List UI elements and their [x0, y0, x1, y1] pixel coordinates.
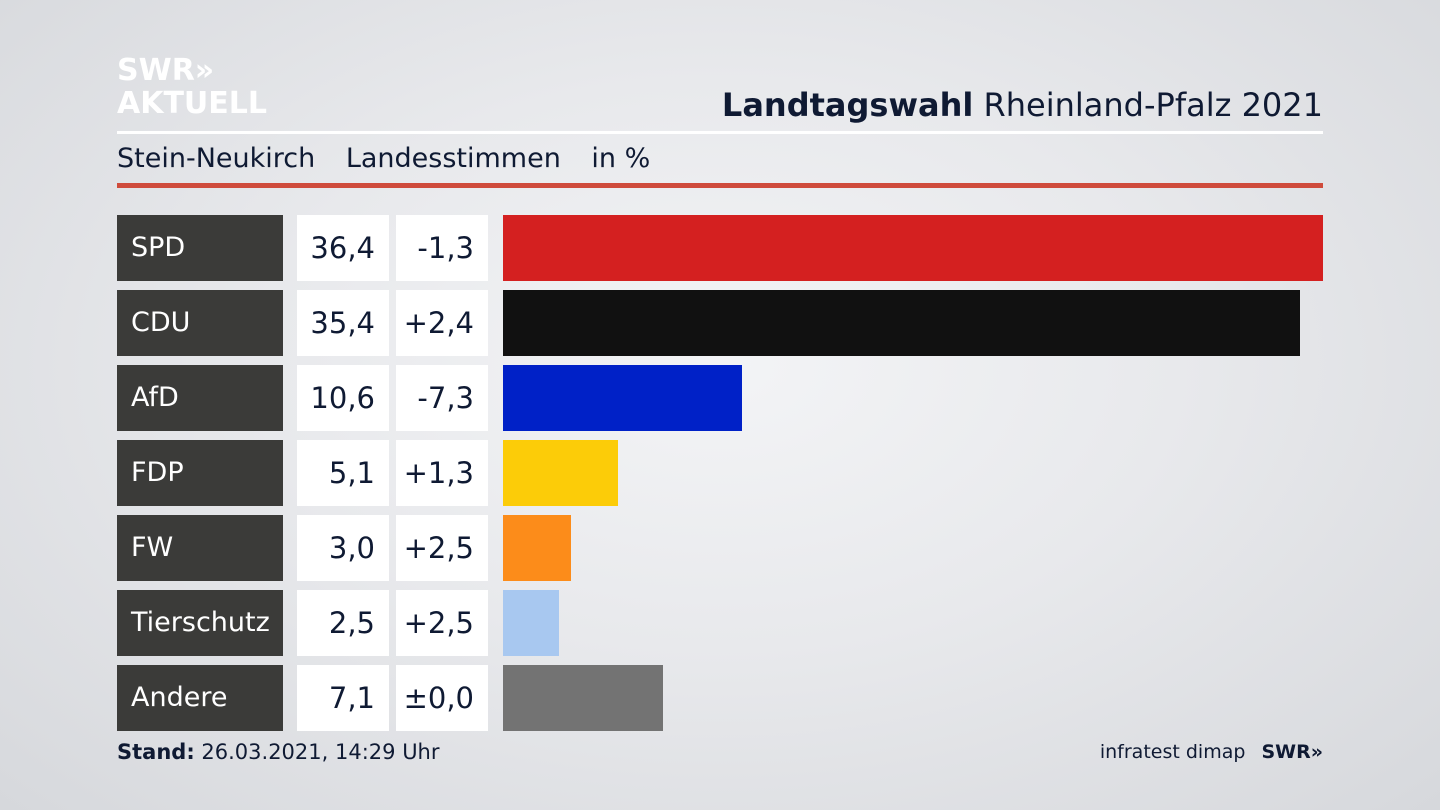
- diff-label: +2,4: [396, 290, 488, 356]
- party-label: CDU: [117, 290, 283, 356]
- diff-label: -7,3: [396, 365, 488, 431]
- value-label: 3,0: [297, 515, 389, 581]
- title-rest: Rheinland-Pfalz 2021: [983, 86, 1323, 124]
- bar-row: Andere 7,1 ±0,0: [117, 665, 1323, 731]
- party-label: Andere: [117, 665, 283, 731]
- logo-line-swr: SWR»: [117, 53, 215, 88]
- subtitle-place: Stein-Neukirch: [117, 143, 316, 174]
- diff-label: ±0,0: [396, 665, 488, 731]
- bar: [503, 365, 742, 431]
- chart-subtitle: Stein-Neukirch Landesstimmen in %: [117, 143, 672, 174]
- party-label: AfD: [117, 365, 283, 431]
- diff-label: -1,3: [396, 215, 488, 281]
- swr-aktuell-logo: SWR» AKTUELL: [117, 54, 267, 120]
- bar: [503, 515, 571, 581]
- source-credit: infratest dimap SWR»: [1100, 741, 1323, 763]
- party-label: FDP: [117, 440, 283, 506]
- diff-label: +1,3: [396, 440, 488, 506]
- logo-line-aktuell: AKTUELL: [117, 86, 268, 121]
- party-label: FW: [117, 515, 283, 581]
- bar-row: AfD 10,6 -7,3: [117, 365, 1323, 431]
- value-label: 36,4: [297, 215, 389, 281]
- bar: [503, 215, 1323, 281]
- title-bold: Landtagswahl: [721, 86, 974, 124]
- bar: [503, 665, 663, 731]
- bar-row: CDU 35,4 +2,4: [117, 290, 1323, 356]
- subtitle-divider: [117, 183, 1323, 188]
- stand-label: Stand:: [117, 740, 195, 764]
- value-label: 5,1: [297, 440, 389, 506]
- value-label: 2,5: [297, 590, 389, 656]
- stand-value: 26.03.2021, 14:29 Uhr: [201, 740, 440, 764]
- bar-row: FDP 5,1 +1,3: [117, 440, 1323, 506]
- subtitle-unit: in %: [591, 143, 651, 174]
- diff-label: +2,5: [396, 515, 488, 581]
- value-label: 7,1: [297, 665, 389, 731]
- bar-row: SPD 36,4 -1,3: [117, 215, 1323, 281]
- value-label: 35,4: [297, 290, 389, 356]
- bar-row: Tierschutz 2,5 +2,5: [117, 590, 1323, 656]
- bar: [503, 290, 1300, 356]
- diff-label: +2,5: [396, 590, 488, 656]
- value-label: 10,6: [297, 365, 389, 431]
- chart-title: Landtagswahl Rheinland-Pfalz 2021: [722, 86, 1323, 124]
- bar: [503, 440, 618, 506]
- timestamp: Stand: 26.03.2021, 14:29 Uhr: [117, 740, 440, 764]
- header-divider: [117, 131, 1323, 134]
- subtitle-type: Landesstimmen: [345, 143, 561, 174]
- bar: [503, 590, 559, 656]
- source-label: infratest dimap: [1099, 741, 1246, 763]
- party-label: Tierschutz: [117, 590, 283, 656]
- swr-footer-logo: SWR»: [1261, 741, 1323, 763]
- bar-row: FW 3,0 +2,5: [117, 515, 1323, 581]
- party-label: SPD: [117, 215, 283, 281]
